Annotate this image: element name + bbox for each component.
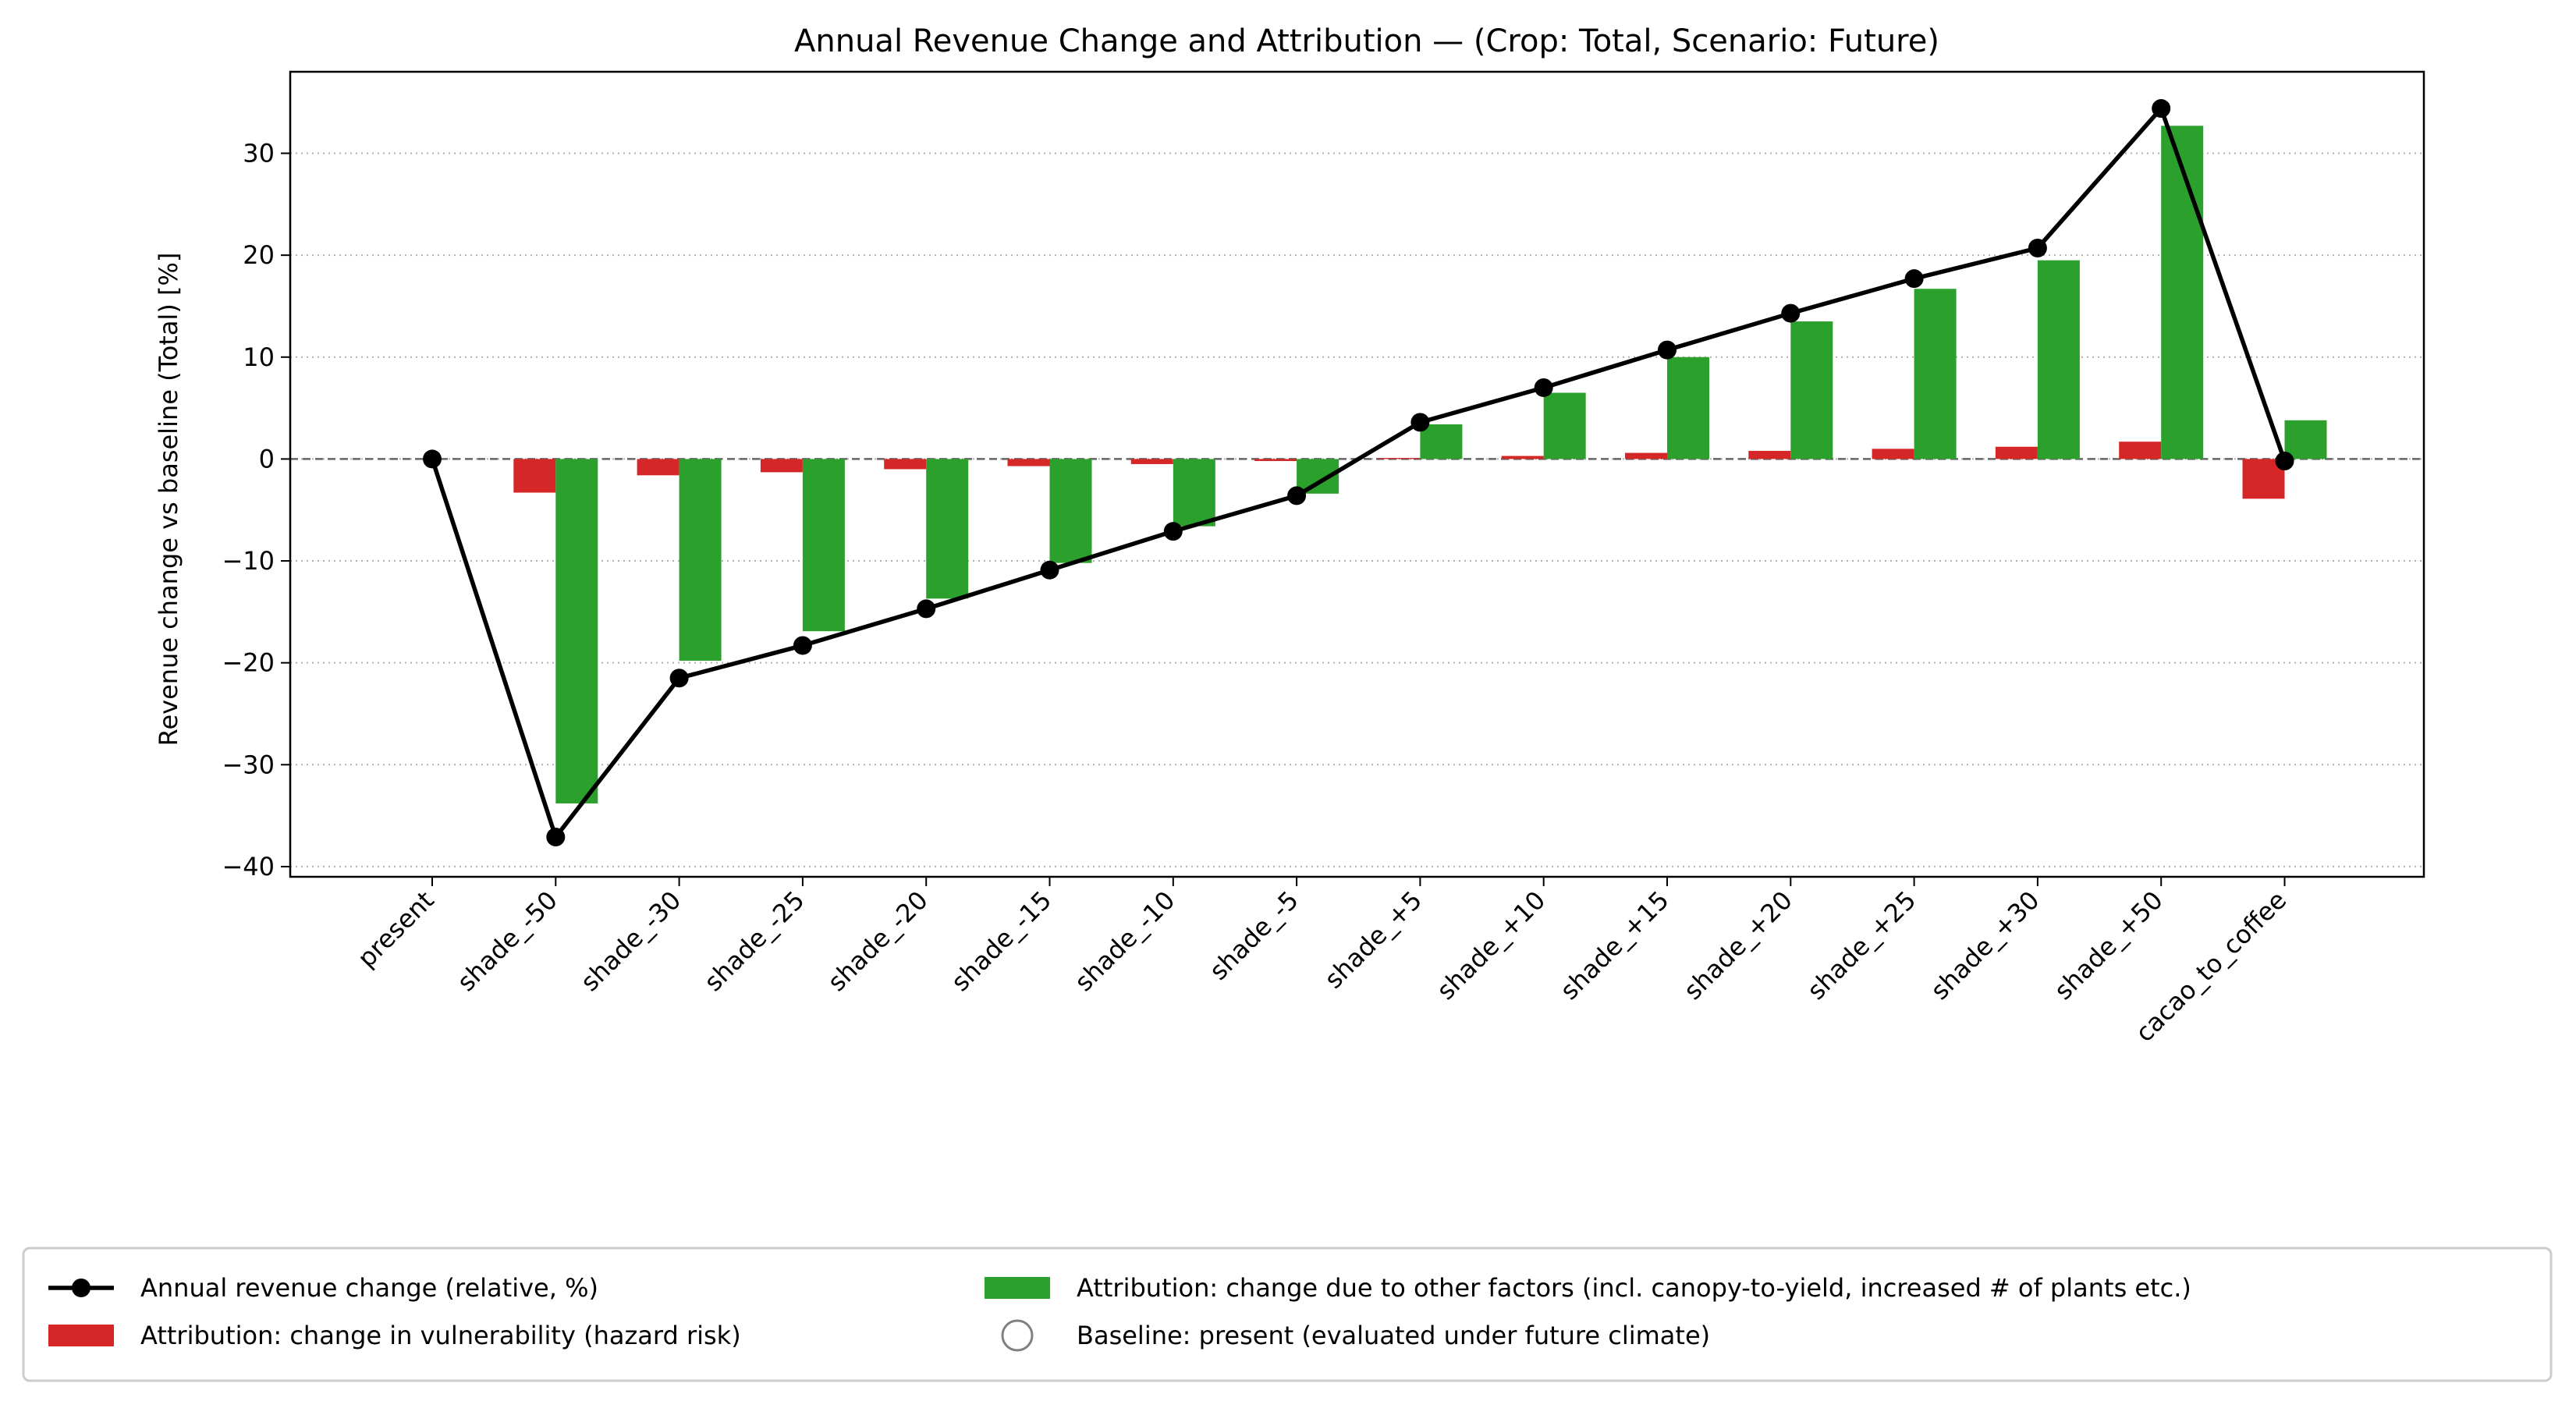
bar-other-factors	[1914, 289, 1957, 459]
legend-label: Attribution: change due to other factors…	[1077, 1273, 2191, 1303]
y-tick-label: −40	[222, 852, 275, 881]
bar-vulnerability	[1625, 452, 1667, 459]
revenue-point	[546, 828, 566, 847]
bar-other-factors	[2037, 260, 2080, 459]
legend-other-factors-swatch	[985, 1277, 1050, 1299]
bar-vulnerability	[1748, 450, 1791, 459]
revenue-point	[1040, 560, 1059, 580]
y-tick-label: 20	[243, 240, 275, 270]
legend-baseline-marker	[1001, 1319, 1034, 1352]
y-tick-label: −20	[222, 648, 275, 678]
x-tick-label: shade_-10	[1069, 885, 1180, 997]
x-tick-label: shade_-50	[452, 885, 563, 997]
legend-label: Baseline: present (evaluated under futur…	[1077, 1321, 1710, 1350]
y-tick-label: −10	[222, 546, 275, 576]
bar-vulnerability	[513, 459, 556, 493]
plot-frame	[289, 70, 2425, 878]
x-tick-label: shade_+15	[1554, 885, 1674, 1006]
legend: Annual revenue change (relative, %) Attri…	[22, 1247, 2553, 1382]
bar-vulnerability	[1007, 459, 1050, 466]
revenue-point	[669, 669, 689, 688]
chart-title: Annual Revenue Change and Attribution — …	[794, 23, 1939, 59]
x-tick-label: shade_-15	[946, 885, 1057, 997]
revenue-line	[430, 106, 2287, 839]
y-tick-label: 30	[243, 139, 275, 168]
y-tick-label: 10	[243, 342, 275, 372]
x-tick-label: shade_+30	[1925, 885, 2045, 1006]
x-tick-label: shade_-5	[1204, 885, 1304, 986]
bar-other-factors	[1790, 321, 1833, 459]
bar-other-factors	[2284, 420, 2327, 459]
bar-vulnerability	[1130, 459, 1173, 464]
y-axis-label: Revenue change vs baseline (Total) [%]	[154, 253, 183, 747]
bar-vulnerability	[1995, 446, 2038, 459]
bar-vulnerability	[1378, 458, 1421, 459]
bar-vulnerability	[2119, 442, 2162, 459]
revenue-point	[1904, 269, 1924, 289]
revenue-point	[1781, 303, 1801, 323]
revenue-point	[793, 636, 812, 655]
bar-other-factors	[1667, 356, 1709, 459]
bar-other-factors	[926, 459, 969, 599]
legend-label: Attribution: change in vulnerability (ha…	[140, 1321, 741, 1350]
revenue-point	[1534, 378, 1553, 397]
bar-other-factors	[802, 459, 845, 632]
bar-vulnerability	[1501, 456, 1544, 459]
x-tick-label: shade_+10	[1431, 885, 1551, 1006]
x-tick-label: shade_-30	[575, 885, 687, 997]
revenue-point	[2028, 238, 2047, 257]
revenue-point	[423, 449, 442, 469]
bar-other-factors	[679, 459, 722, 661]
legend-line-marker	[72, 1279, 90, 1297]
x-tick-label: shade_-20	[821, 885, 933, 997]
bar-other-factors	[1420, 424, 1463, 459]
legend-vulnerability-swatch	[48, 1325, 114, 1346]
legend-label: Annual revenue change (relative, %)	[140, 1273, 598, 1303]
revenue-point	[1410, 413, 1430, 432]
revenue-point	[917, 599, 936, 619]
y-tick-label: 0	[259, 444, 275, 474]
y-tick-label: −30	[222, 750, 275, 779]
bar-vulnerability	[760, 459, 803, 473]
revenue-point	[2152, 99, 2171, 119]
bar-vulnerability	[1872, 449, 1914, 459]
bar-vulnerability	[1254, 459, 1297, 462]
bar-other-factors	[1543, 392, 1586, 459]
x-tick-label: shade_+25	[1801, 885, 1921, 1006]
bar-vulnerability	[637, 459, 679, 476]
x-tick-label: shade_+50	[2049, 885, 2169, 1006]
revenue-point	[1658, 340, 1677, 360]
x-tick-label: shade_+20	[1678, 885, 1798, 1006]
x-tick-label: shade_-25	[698, 885, 810, 997]
revenue-point	[1287, 486, 1307, 505]
bar-vulnerability	[884, 459, 927, 470]
bar-other-factors	[2161, 126, 2204, 459]
x-tick-label: present	[352, 885, 440, 974]
bar-other-factors	[1049, 459, 1092, 563]
bar-other-factors	[1173, 459, 1215, 527]
bar-other-factors	[555, 459, 598, 803]
revenue-point	[2275, 452, 2294, 471]
revenue-point	[1163, 522, 1183, 541]
legend-frame	[22, 1247, 2553, 1382]
x-tick-label: shade_+5	[1318, 885, 1428, 995]
